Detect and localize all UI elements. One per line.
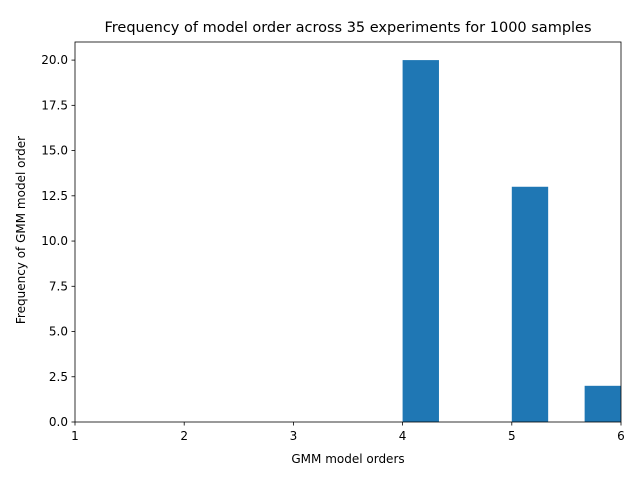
y-tick-label: 5.0 xyxy=(49,325,68,339)
bar-0 xyxy=(402,60,439,422)
bar-1 xyxy=(511,186,549,422)
x-tick-label: 3 xyxy=(290,429,298,443)
y-tick-label: 0.0 xyxy=(49,415,68,429)
y-tick-label: 17.5 xyxy=(41,98,68,112)
y-tick-label: 7.5 xyxy=(49,279,68,293)
x-tick-label: 2 xyxy=(180,429,188,443)
bar-2 xyxy=(584,385,621,422)
y-axis-ticks: 0.0 2.5 5.0 7.5 10.0 12.5 15.0 17.5 20.0 xyxy=(41,53,75,429)
y-tick-label: 20.0 xyxy=(41,53,68,67)
x-tick-label: 4 xyxy=(399,429,407,443)
y-tick-label: 15.0 xyxy=(41,144,68,158)
x-tick-label: 5 xyxy=(508,429,516,443)
plot-frame xyxy=(74,41,622,423)
y-tick-label: 2.5 xyxy=(49,370,68,384)
axes-layer xyxy=(74,41,622,423)
y-tick-label: 10.0 xyxy=(41,234,68,248)
chart-title: Frequency of model order across 35 exper… xyxy=(104,20,591,36)
x-tick-label: 6 xyxy=(617,429,625,443)
y-tick-label: 12.5 xyxy=(41,189,68,203)
bars-layer xyxy=(402,60,621,422)
y-axis-label: Frequency of GMM model order xyxy=(14,136,28,324)
x-axis-label: GMM model orders xyxy=(291,452,404,466)
x-tick-label: 1 xyxy=(71,429,79,443)
x-axis-ticks: 1 2 3 4 5 6 xyxy=(71,422,625,443)
